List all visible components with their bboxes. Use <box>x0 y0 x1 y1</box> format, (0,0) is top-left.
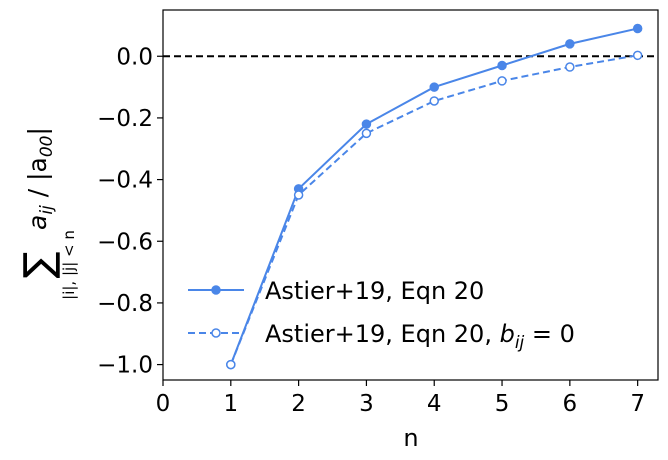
y-tick-label-2: −0.4 <box>97 168 153 194</box>
legend-marker-1 <box>211 285 221 295</box>
legend-label-2-b-sub: ij <box>515 333 525 353</box>
x-axis-label: n <box>403 424 418 452</box>
x-tick-label-6: 6 <box>563 391 578 417</box>
plot-area <box>163 23 658 370</box>
series-2-point-6 <box>565 62 575 72</box>
legend-label-2: Astier+19, Eqn 20, bij = 0 <box>265 320 575 353</box>
y-label-a-sub: ij <box>37 205 57 215</box>
x-tick-label-7: 7 <box>630 391 645 417</box>
y-label-divider: / |a <box>23 157 52 205</box>
legend-marker-2 <box>211 328 221 338</box>
series-2-point-1 <box>226 359 236 370</box>
y-label-a00-sub: 00 <box>37 136 57 158</box>
legend-label-2-text: Astier+19, Eqn 20, <box>265 320 500 348</box>
y-label-a: a <box>23 215 52 230</box>
axes: 0 1 2 3 4 5 6 7 0.0 −0.2 −0.4 −0.6 −0.8 −1.0 <box>97 9 659 417</box>
y-tick-label-3: −0.6 <box>97 229 153 255</box>
x-tick-label-0: 0 <box>156 391 171 417</box>
y-label-sum-range: |i|, |j| < n <box>60 230 78 300</box>
axes-frame <box>162 9 659 381</box>
series-2-point-2 <box>293 190 304 200</box>
series-2-point-4 <box>429 96 439 106</box>
series-2-point-3 <box>361 128 372 139</box>
y-axis-label: ∑ |i|, |j| < n aij / |a00| <box>16 127 78 300</box>
series-1-point-5 <box>497 60 507 71</box>
y-label-sum-symbol: ∑ <box>16 251 62 278</box>
legend-label-2-b: b <box>500 320 515 348</box>
series-2-point-7 <box>632 50 643 61</box>
legend-label-2-eq: = 0 <box>524 320 575 348</box>
series-1-point-6 <box>565 39 575 49</box>
y-label-close: | <box>23 127 52 135</box>
y-tick-label-1: −0.2 <box>97 106 153 132</box>
legend-entry-2: Astier+19, Eqn 20, bij = 0 <box>188 320 575 353</box>
y-tick-label-0: 0.0 <box>116 44 153 70</box>
x-tick-label-4: 4 <box>427 391 442 417</box>
x-tick-label-1: 1 <box>223 391 238 417</box>
x-tick-label-2: 2 <box>291 391 306 417</box>
legend-label-1: Astier+19, Eqn 20 <box>265 277 484 305</box>
y-tick-label-4: −0.8 <box>97 291 153 317</box>
series-line-1 <box>229 27 638 365</box>
series-1-point-3 <box>361 119 372 129</box>
legend-entry-1: Astier+19, Eqn 20 <box>188 277 484 305</box>
y-tick-label-5: −1.0 <box>97 353 153 379</box>
series-1-point-4 <box>429 82 439 92</box>
x-tick-label-3: 3 <box>359 391 374 417</box>
legend: Astier+19, Eqn 20 Astier+19, Eqn 20, bij… <box>188 277 575 353</box>
y-label-main: aij / |a00| <box>23 127 57 230</box>
series-2-point-5 <box>497 76 507 86</box>
series-1-point-7 <box>632 23 643 34</box>
x-tick-label-5: 5 <box>495 391 510 417</box>
